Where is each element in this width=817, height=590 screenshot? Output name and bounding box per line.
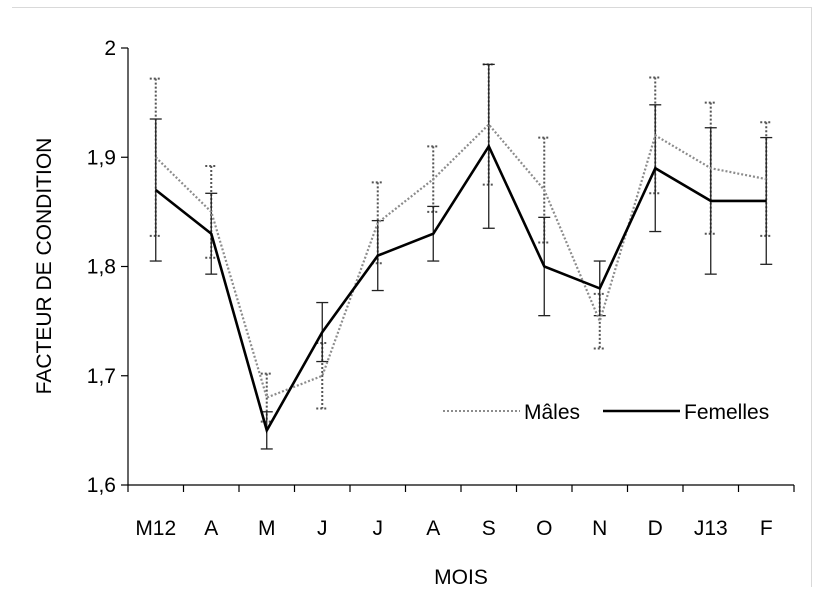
chart-frame [12, 7, 812, 587]
x-tick-label: A [204, 517, 218, 540]
x-tick-label: J13 [694, 517, 728, 540]
x-tick-label: J [317, 517, 328, 540]
y-tick-label: 1,9 [87, 146, 116, 169]
y-axis-title: FACTEUR DE CONDITION [33, 138, 56, 395]
y-tick-label: 1,6 [87, 474, 116, 497]
legend-label-males: Mâles [524, 401, 580, 424]
axes [121, 47, 795, 492]
y-tick-label: 1,8 [87, 256, 116, 279]
x-tick-label: S [482, 517, 496, 540]
x-tick-label: M12 [135, 517, 176, 540]
x-tick-label: F [760, 517, 773, 540]
x-tick-label: O [536, 517, 552, 540]
x-tick-label: J [373, 517, 384, 540]
y-tick-label: 2 [104, 37, 116, 60]
x-tick-label: M [258, 517, 276, 540]
y-tick-label: 1,7 [87, 365, 116, 388]
x-tick-label: D [648, 517, 663, 540]
x-axis-title: MOIS [434, 566, 488, 589]
legend-label-females: Femelles [684, 401, 769, 424]
x-tick-label: N [592, 517, 607, 540]
x-tick-label: A [426, 517, 440, 540]
series-lines [154, 122, 767, 434]
legend: Mâles Femelles [443, 401, 769, 424]
series-line-females [154, 143, 767, 434]
series-line-males [155, 122, 767, 400]
error-bars [149, 63, 773, 450]
tick-labels: 1,6 1,7 1,8 1,9 2 M12 A M J J A S O N D J13 F [87, 37, 773, 540]
